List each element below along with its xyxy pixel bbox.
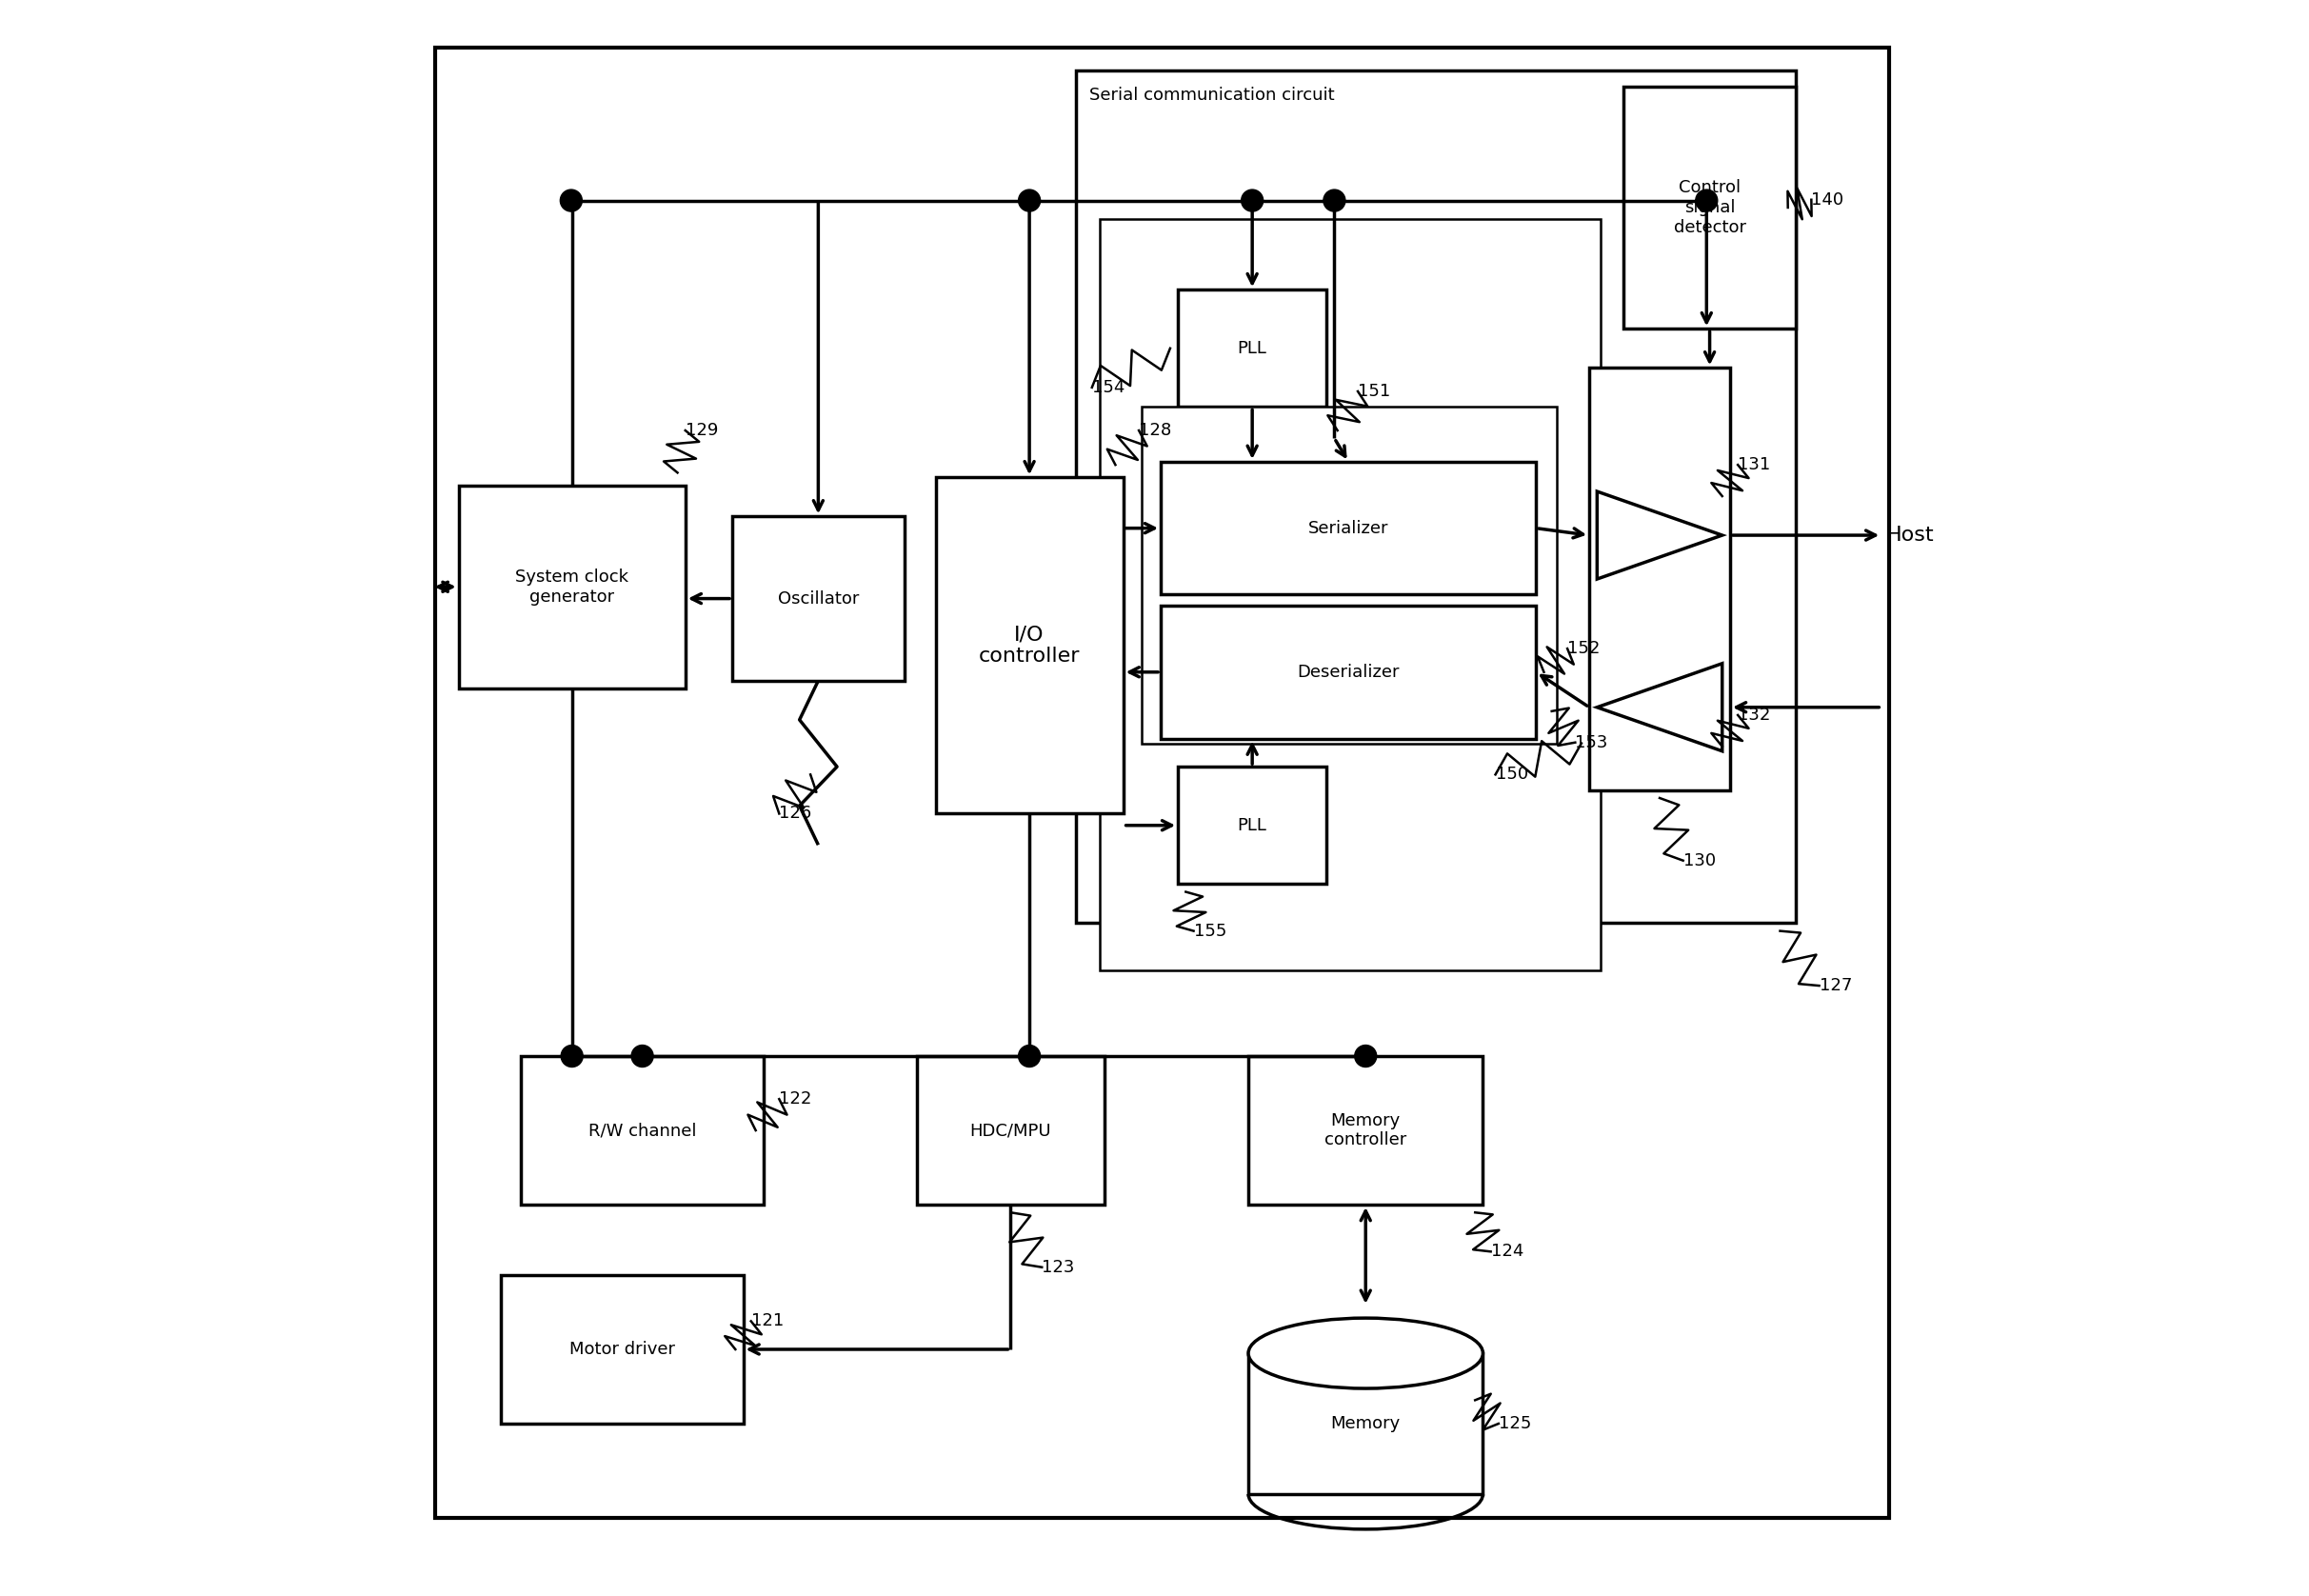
Text: Serial communication circuit: Serial communication circuit [1090,86,1335,104]
Text: 128: 128 [1138,421,1171,439]
Text: 130: 130 [1683,852,1716,870]
Text: 121: 121 [750,1312,783,1329]
Bar [501,1275,743,1424]
Text: 153: 153 [1575,734,1607,752]
Circle shape [1355,1045,1376,1068]
Bar [1143,407,1556,744]
Circle shape [561,190,582,212]
Text: 123: 123 [1041,1259,1074,1275]
Text: Serializer: Serializer [1309,520,1388,536]
Text: 124: 124 [1492,1243,1524,1261]
Text: Deserializer: Deserializer [1298,664,1399,680]
Circle shape [630,1045,653,1068]
Bar [917,1057,1104,1205]
Text: 131: 131 [1739,456,1771,474]
Bar [935,477,1122,814]
Text: 129: 129 [686,421,718,439]
Text: PLL: PLL [1238,817,1268,835]
Text: 151: 151 [1358,383,1390,401]
Circle shape [1018,1045,1041,1068]
Bar [732,517,905,681]
Bar [1161,461,1535,595]
Text: 127: 127 [1819,977,1852,994]
Text: Memory: Memory [1330,1416,1402,1432]
Text: Oscillator: Oscillator [778,591,859,606]
Circle shape [1018,190,1041,212]
Text: Host: Host [1886,525,1935,544]
Text: 125: 125 [1499,1416,1531,1432]
Polygon shape [1598,664,1723,752]
Bar [1178,766,1328,884]
Bar [522,1057,764,1205]
Text: 155: 155 [1194,922,1226,940]
Text: Motor driver: Motor driver [568,1341,674,1358]
Text: I/O
controller: I/O controller [979,626,1081,666]
Text: PLL: PLL [1238,340,1268,358]
Ellipse shape [1249,1318,1482,1389]
Text: 150: 150 [1496,766,1529,784]
Bar [1589,367,1729,790]
Text: R/W channel: R/W channel [589,1122,697,1140]
Text: 152: 152 [1568,640,1600,658]
Text: 132: 132 [1739,707,1771,723]
Text: 154: 154 [1092,378,1124,396]
Bar [1161,605,1535,739]
Text: 122: 122 [778,1090,813,1108]
Text: 126: 126 [778,804,813,822]
Bar [1099,219,1600,970]
Polygon shape [1598,492,1723,579]
Circle shape [1242,190,1263,212]
Circle shape [1323,190,1346,212]
Text: System clock
generator: System clock generator [515,568,628,605]
Text: Memory
controller: Memory controller [1325,1112,1406,1149]
Text: HDC/MPU: HDC/MPU [970,1122,1051,1140]
Bar [1178,290,1328,407]
Circle shape [561,1045,582,1068]
Bar [1076,70,1796,922]
Bar [1623,86,1796,329]
Text: 140: 140 [1810,192,1845,209]
Bar [459,485,686,688]
Bar [1249,1353,1482,1494]
Bar [1249,1057,1482,1205]
Circle shape [1695,190,1718,212]
Text: Control
signal
detector: Control signal detector [1674,179,1746,236]
